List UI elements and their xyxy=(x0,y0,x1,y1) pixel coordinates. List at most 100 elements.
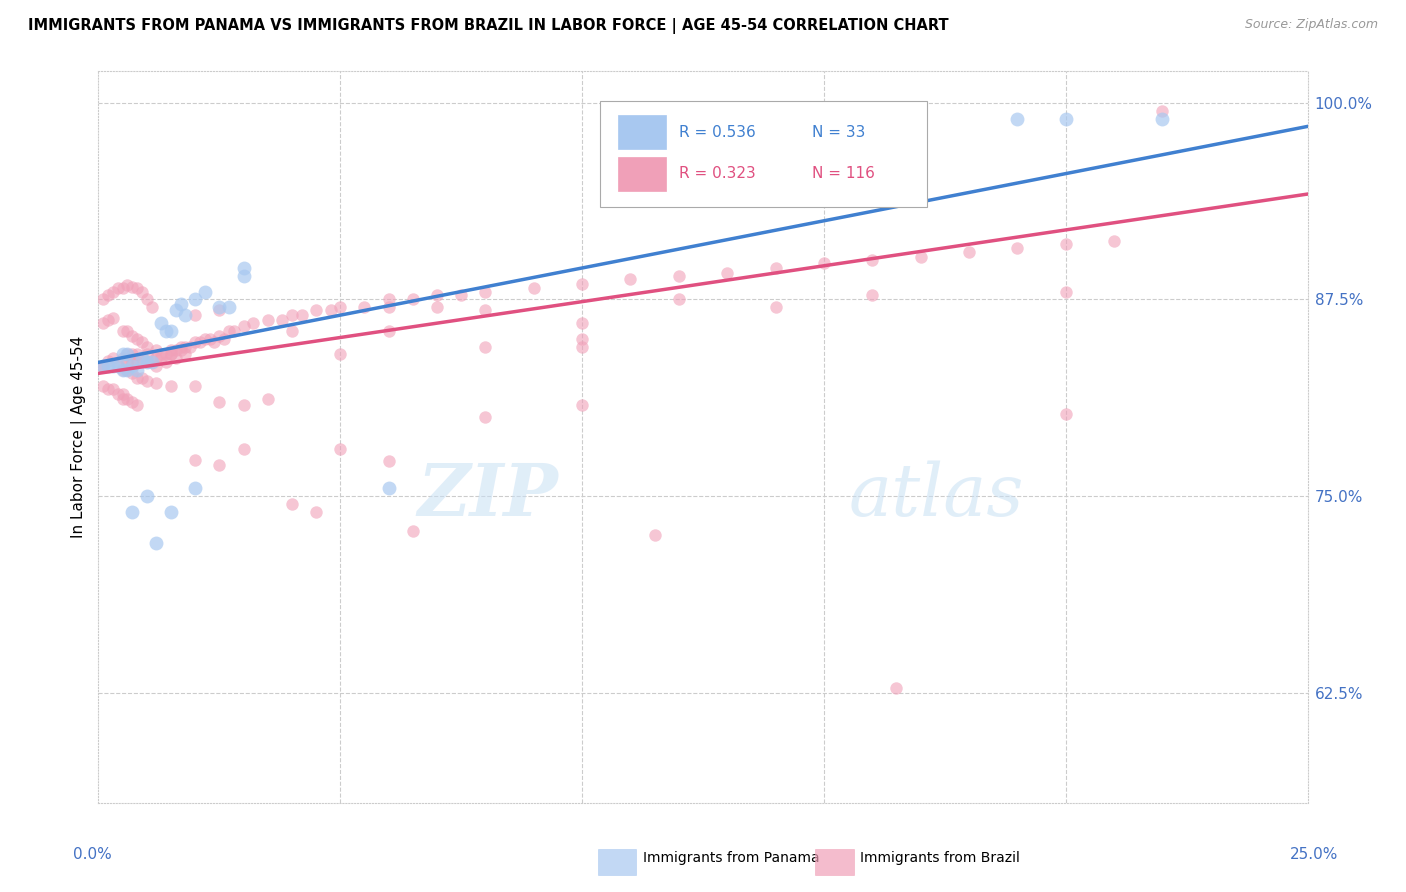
Point xyxy=(111,392,134,406)
Point xyxy=(117,324,139,338)
Point xyxy=(174,347,197,361)
Point xyxy=(117,392,139,406)
Point xyxy=(165,303,187,318)
Point xyxy=(426,287,449,301)
Point xyxy=(165,351,187,365)
Point xyxy=(319,303,342,318)
Point xyxy=(107,387,129,401)
Point xyxy=(179,340,201,354)
Point xyxy=(127,371,149,385)
Point xyxy=(184,379,207,393)
Point xyxy=(135,489,157,503)
Point xyxy=(281,308,304,322)
Point xyxy=(135,355,157,369)
Point xyxy=(184,308,207,322)
Point xyxy=(232,319,254,334)
Point xyxy=(242,316,264,330)
Point xyxy=(256,392,278,406)
Point xyxy=(957,245,980,260)
Point xyxy=(135,347,157,361)
Point xyxy=(886,681,908,695)
Point xyxy=(141,353,163,368)
Point xyxy=(860,253,883,268)
Point xyxy=(523,281,546,295)
Point xyxy=(97,353,120,368)
Text: R = 0.536: R = 0.536 xyxy=(679,125,755,139)
Point xyxy=(97,382,120,396)
Point xyxy=(117,363,139,377)
Point xyxy=(1152,103,1174,118)
Point xyxy=(184,453,207,467)
Point xyxy=(111,387,134,401)
Point xyxy=(169,343,191,357)
Point xyxy=(160,347,183,361)
Point xyxy=(329,347,352,361)
Point xyxy=(91,359,114,373)
Point xyxy=(281,324,304,338)
Point xyxy=(571,340,593,354)
Point xyxy=(1102,234,1125,248)
Point xyxy=(135,293,157,307)
Point xyxy=(91,293,114,307)
Point xyxy=(716,266,738,280)
Point xyxy=(426,301,449,315)
Text: N = 33: N = 33 xyxy=(811,125,865,139)
Point xyxy=(813,256,835,270)
Point xyxy=(117,347,139,361)
Point xyxy=(765,260,787,275)
Point xyxy=(474,285,496,299)
Y-axis label: In Labor Force | Age 45-54: In Labor Force | Age 45-54 xyxy=(72,336,87,538)
Point xyxy=(305,505,328,519)
Point xyxy=(256,313,278,327)
Point xyxy=(474,303,496,318)
Point xyxy=(160,343,183,357)
Point xyxy=(135,355,157,369)
Point xyxy=(150,316,173,330)
Point xyxy=(668,293,690,307)
Point xyxy=(145,351,167,365)
Point xyxy=(271,313,294,327)
Point xyxy=(232,260,254,275)
Point xyxy=(571,332,593,346)
FancyBboxPatch shape xyxy=(600,101,927,207)
Point xyxy=(208,458,231,472)
Point xyxy=(329,442,352,456)
Point xyxy=(97,287,120,301)
Point xyxy=(127,281,149,295)
Point xyxy=(131,351,153,365)
Point xyxy=(111,281,134,295)
Point xyxy=(150,347,173,361)
Point xyxy=(155,355,177,369)
Point xyxy=(121,328,143,343)
Point xyxy=(1054,285,1077,299)
Point xyxy=(160,379,183,393)
Point xyxy=(184,334,207,349)
Point xyxy=(1007,241,1029,255)
Point xyxy=(860,287,883,301)
Text: N = 116: N = 116 xyxy=(811,166,875,181)
Point xyxy=(111,363,134,377)
Point xyxy=(1054,407,1077,421)
Point xyxy=(212,332,235,346)
FancyBboxPatch shape xyxy=(598,849,637,875)
Point xyxy=(668,268,690,283)
Point xyxy=(160,347,183,361)
Point xyxy=(91,359,114,373)
Text: R = 0.323: R = 0.323 xyxy=(679,166,755,181)
Text: Source: ZipAtlas.com: Source: ZipAtlas.com xyxy=(1244,18,1378,31)
Point xyxy=(377,481,399,495)
Point xyxy=(145,343,167,357)
Point xyxy=(619,272,641,286)
Text: IMMIGRANTS FROM PANAMA VS IMMIGRANTS FROM BRAZIL IN LABOR FORCE | AGE 45-54 CORR: IMMIGRANTS FROM PANAMA VS IMMIGRANTS FRO… xyxy=(28,18,949,34)
Point xyxy=(450,287,472,301)
Point xyxy=(305,303,328,318)
Point xyxy=(150,351,173,365)
Point xyxy=(281,497,304,511)
Point xyxy=(402,293,425,307)
Point xyxy=(91,316,114,330)
Point xyxy=(117,363,139,377)
Point xyxy=(127,355,149,369)
Point xyxy=(121,367,143,381)
Point xyxy=(145,536,167,550)
Point xyxy=(111,351,134,365)
